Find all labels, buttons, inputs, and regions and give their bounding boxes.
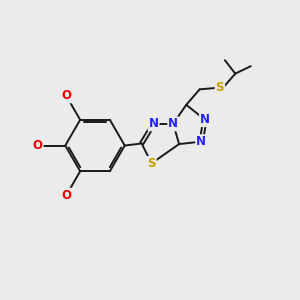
Text: S: S <box>216 81 224 94</box>
Text: O: O <box>33 139 43 152</box>
Text: N: N <box>168 117 178 130</box>
Text: N: N <box>148 117 159 130</box>
Text: S: S <box>147 157 156 170</box>
Text: N: N <box>196 135 206 148</box>
Text: O: O <box>61 189 71 202</box>
Text: N: N <box>200 113 210 126</box>
Text: O: O <box>61 89 71 102</box>
